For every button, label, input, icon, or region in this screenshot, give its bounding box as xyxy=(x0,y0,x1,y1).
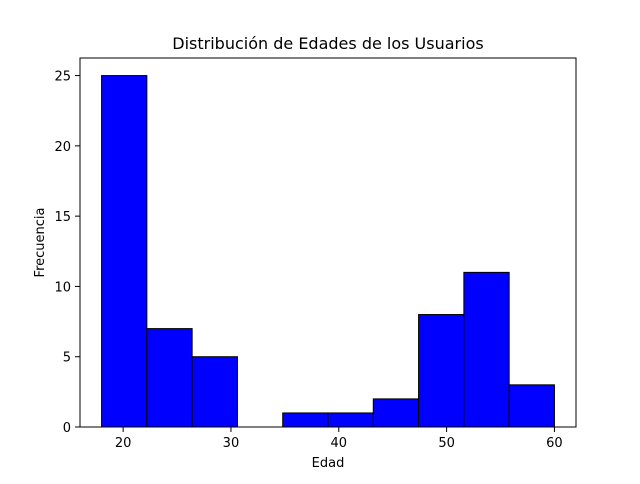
histogram-bar xyxy=(463,271,510,428)
plot-frame xyxy=(79,57,577,428)
y-tick-label: 15 xyxy=(54,210,71,225)
histogram-bar xyxy=(101,75,148,428)
y-tick-label: 0 xyxy=(63,421,71,436)
x-tick-label: 20 xyxy=(115,436,132,451)
x-tick-label: 60 xyxy=(546,436,563,451)
histogram-bar xyxy=(372,398,420,428)
x-tick-label: 30 xyxy=(223,436,240,451)
histogram-bar xyxy=(418,314,465,428)
axes-layer xyxy=(79,57,577,428)
y-tick-label: 10 xyxy=(54,280,71,295)
histogram-bar xyxy=(327,412,374,428)
histogram-bar xyxy=(282,412,329,428)
x-tick-label: 40 xyxy=(331,436,348,451)
y-tick-label: 5 xyxy=(63,351,71,366)
y-tick-label: 20 xyxy=(54,140,71,155)
histogram-bar xyxy=(191,356,238,428)
x-axis-label: Edad xyxy=(312,456,345,471)
bars-layer xyxy=(101,75,555,428)
chart-title: Distribución de Edades de los Usuarios xyxy=(172,34,483,53)
histogram-bar xyxy=(146,328,193,428)
x-tick-label: 50 xyxy=(438,436,455,451)
ticks-layer: 20 30 40 50 60 0 5 10 15 20 25 xyxy=(54,70,562,451)
y-tick-label: 25 xyxy=(54,70,71,85)
histogram-bar xyxy=(508,384,555,428)
y-axis-label: Frecuencia xyxy=(33,208,48,278)
